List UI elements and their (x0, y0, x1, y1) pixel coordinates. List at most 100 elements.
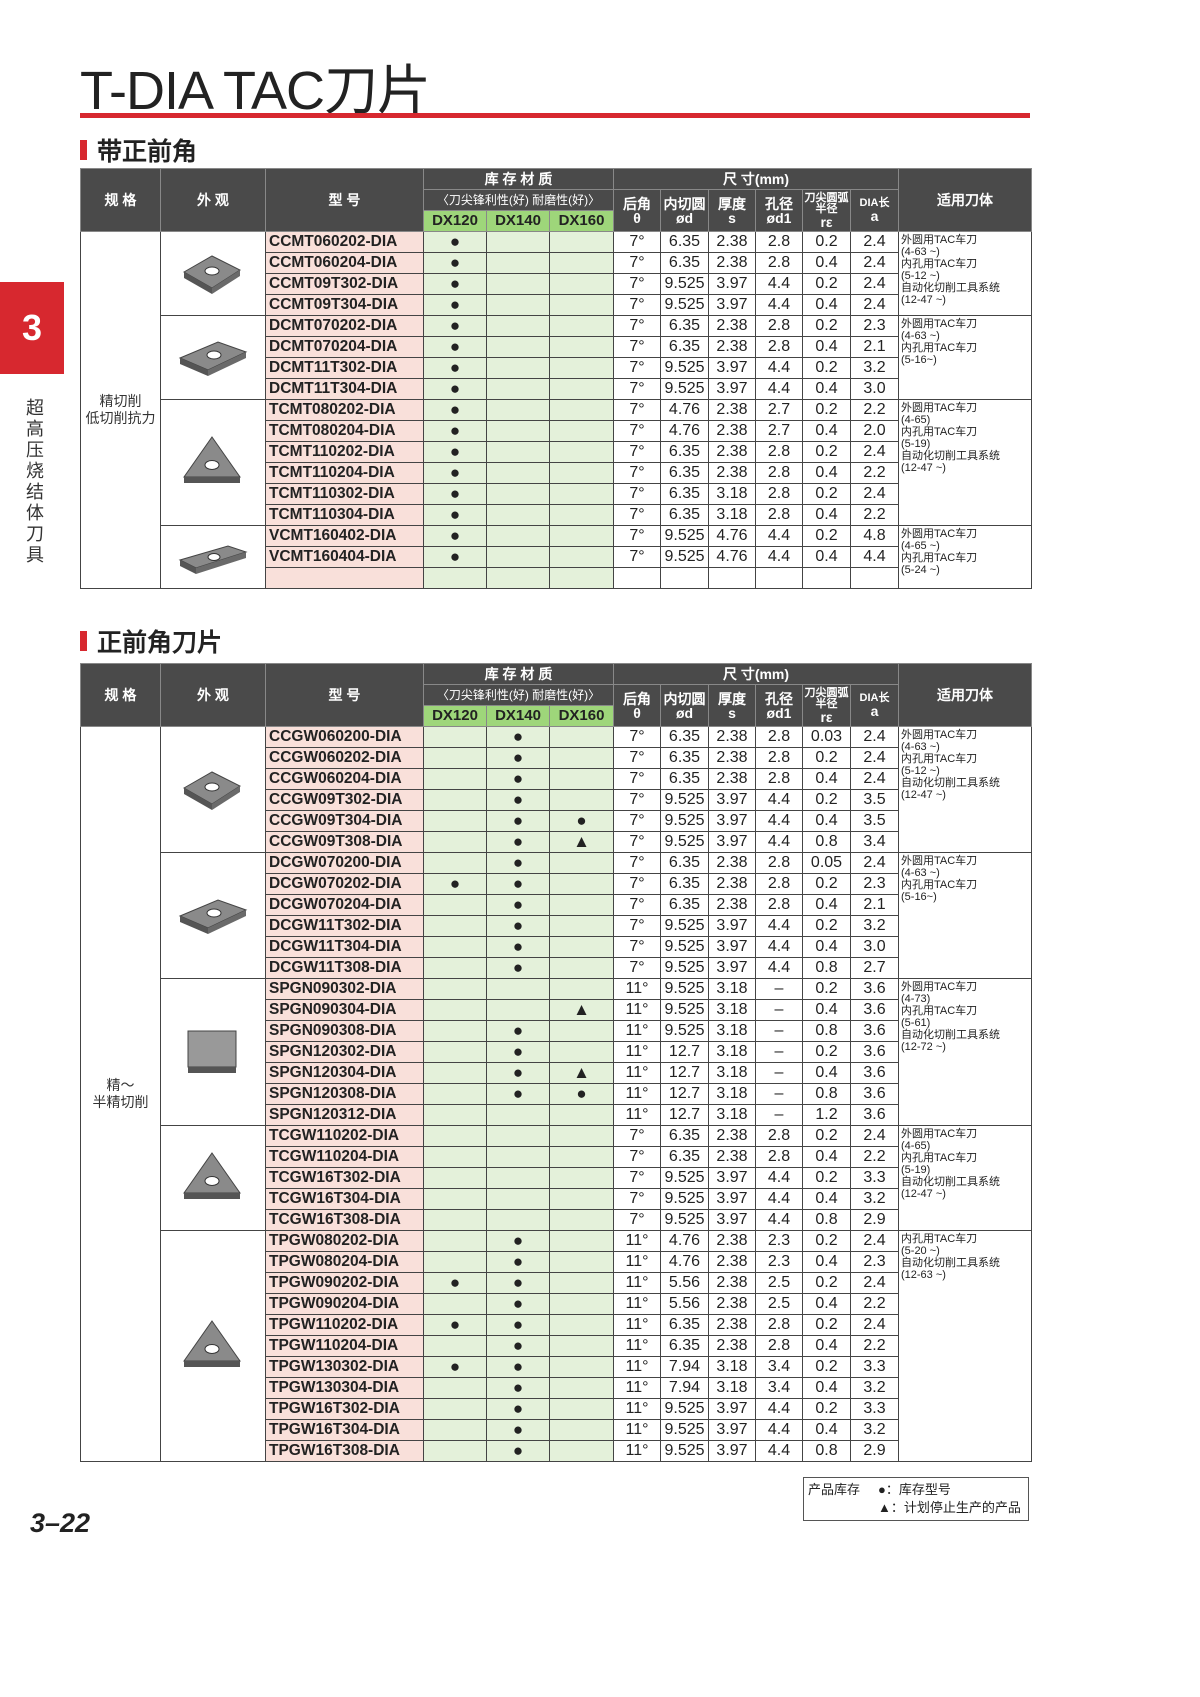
section-title-text: 带正前角 (97, 138, 198, 166)
model-number: TPGW080202-DIA (265, 1230, 424, 1252)
hole-diameter: – (755, 978, 803, 1000)
stock-dx140 (486, 546, 550, 568)
dia-length: 3.6 (850, 1062, 899, 1084)
stock-dx160 (549, 1125, 614, 1147)
table-row: 精～ 半精切削 CCGW060200-DIA ● 7° 6.35 2.38 2.8 0.03 2… (80, 726, 1032, 1462)
stock-dx140: ● (486, 1419, 550, 1441)
stock-dx140: ● (486, 1062, 550, 1084)
applicable-holder: 内孔用TAC车刀 (5-20 ~) 自动化切削工具系统 (12-63 ~) (898, 1230, 1032, 1462)
table-row: CCMT09T304-DIA ● 7° 9.525 3.97 4.4 0.4 2.4 (81, 294, 1032, 316)
dim-label: 后角 (623, 690, 651, 707)
inscribed-circle: 5.56 (660, 1272, 709, 1294)
applicable-holder: 外圆用TAC车刀 (4-65) 内孔用TAC车刀 (5-19) 自动化切削工具系统 (12… (898, 399, 1032, 526)
inscribed-circle: 9.525 (660, 1419, 709, 1441)
header-dim-2: 厚度 s (708, 189, 756, 232)
inscribed-circle: 6.35 (660, 252, 709, 274)
model-number: SPGN120302-DIA (265, 1041, 424, 1063)
thickness: 3.18 (708, 1083, 756, 1105)
dia-length: 3.0 (850, 936, 899, 958)
stock-dx160 (549, 294, 614, 316)
model-number: TCMT080202-DIA (265, 399, 424, 421)
wear-label: 耐磨性(好)〉 (532, 193, 601, 207)
dia-length: 3.5 (850, 810, 899, 832)
holder-line: 自动化切削工具系统 (901, 1029, 1000, 1041)
clearance-angle: 7° (613, 357, 661, 379)
hole-diameter: 2.8 (755, 768, 803, 790)
rhombus-55-insert-icon (178, 341, 248, 376)
stock-dx140: ● (486, 1020, 550, 1042)
corner-radius: 0.2 (802, 915, 851, 937)
hole-diameter: 4.4 (755, 1167, 803, 1189)
holder-line: (12-47 ~) (901, 1188, 946, 1200)
clearance-angle: 7° (613, 273, 661, 295)
corner-radius: 0.4 (802, 420, 851, 442)
stock-dx120: ● (423, 525, 487, 547)
inscribed-circle: 9.525 (660, 1440, 709, 1462)
dia-length: 2.4 (850, 852, 899, 874)
table-row: DCMT070202-DIA ● 7° 6.35 2.38 2.8 0.2 2.3 外圆用TAC… (81, 315, 1032, 400)
stock-dx140 (486, 357, 550, 379)
applicable-holder: 外圆用TAC车刀 (4-63 ~) 内孔用TAC车刀 (5-12 ~) 自动化切削工具系… (898, 231, 1032, 316)
header-dim-0: 后角 θ (613, 189, 661, 232)
clearance-angle: 7° (613, 315, 661, 337)
stock-dx120 (423, 1020, 487, 1042)
dim-empty (802, 567, 851, 589)
model-number: CCGW060202-DIA (265, 747, 424, 769)
stock-dx120: ● (423, 231, 487, 253)
clearance-angle: 7° (613, 768, 661, 790)
corner-radius: 0.2 (802, 1125, 851, 1147)
stock-dx140: ● (486, 1272, 550, 1294)
stock-dx160: ▲ (549, 831, 614, 853)
stock-dx120 (423, 1398, 487, 1420)
stock-dx120: ● (423, 378, 487, 400)
stock-dx140 (486, 999, 550, 1021)
stock-dx140 (486, 252, 550, 274)
table-row: TCGW16T304-DIA 7° 9.525 3.97 4.4 0.4 3.2 (81, 1188, 1032, 1210)
table-row: TCGW16T308-DIA 7° 9.525 3.97 4.4 0.8 2.9 (81, 1209, 1032, 1231)
dim-symbol: s (728, 209, 736, 226)
thickness: 2.38 (708, 252, 756, 274)
thickness: 2.38 (708, 315, 756, 337)
clearance-angle: 7° (613, 378, 661, 400)
stock-dx120: ● (423, 1272, 487, 1294)
clearance-angle: 7° (613, 810, 661, 832)
model-number: TPGW16T304-DIA (265, 1419, 424, 1441)
stock-dx120: ● (423, 252, 487, 274)
thickness: 3.97 (708, 1419, 756, 1441)
clearance-angle: 11° (613, 1398, 661, 1420)
stock-dx140: ● (486, 1356, 550, 1378)
dia-length: 3.2 (850, 1419, 899, 1441)
table-row: TPGW130304-DIA ● 11° 7.94 3.18 3.4 0.4 3.2 (81, 1377, 1032, 1399)
corner-radius: 0.2 (802, 1356, 851, 1378)
dim-label: 孔径 (765, 195, 793, 212)
thickness: 3.18 (708, 504, 756, 526)
holder-line: (5-24 ~) (901, 564, 940, 576)
model-number: CCGW09T302-DIA (265, 789, 424, 811)
stock-dx140: ● (486, 1440, 550, 1462)
stock-dx140: ● (486, 894, 550, 916)
clearance-angle: 11° (613, 1083, 661, 1105)
dia-length: 3.0 (850, 378, 899, 400)
header-appearance: 外 观 (160, 663, 266, 727)
table-row: DCGW11T308-DIA ● 7° 9.525 3.97 4.4 0.8 2.7 (81, 957, 1032, 979)
inscribed-circle: 6.35 (660, 1335, 709, 1357)
hole-diameter: – (755, 1020, 803, 1042)
stock-dx140: ● (486, 831, 550, 853)
model-number: TPGW16T302-DIA (265, 1398, 424, 1420)
stock-dx140: ● (486, 936, 550, 958)
inscribed-circle: 7.94 (660, 1377, 709, 1399)
chapter-tab: 3 (0, 282, 64, 374)
dia-length: 2.7 (850, 957, 899, 979)
header-dim-1: 内切圆 ød (660, 189, 709, 232)
dim-empty (850, 567, 899, 589)
inscribed-circle: 6.35 (660, 873, 709, 895)
page-number: 3–22 (30, 1508, 91, 1538)
holder-line: (5-19) (901, 1164, 931, 1176)
model-number: TCGW110202-DIA (265, 1125, 424, 1147)
table-row: CCGW060202-DIA ● 7° 6.35 2.38 2.8 0.2 2.4 (81, 747, 1032, 769)
table-row: SPGN090308-DIA ● 11° 9.525 3.18–0.8 3.6 (81, 1020, 1032, 1042)
clearance-angle: 7° (613, 873, 661, 895)
inscribed-circle: 6.35 (660, 1125, 709, 1147)
stock-dx160: ▲ (549, 999, 614, 1021)
hole-diameter: – (755, 1104, 803, 1126)
